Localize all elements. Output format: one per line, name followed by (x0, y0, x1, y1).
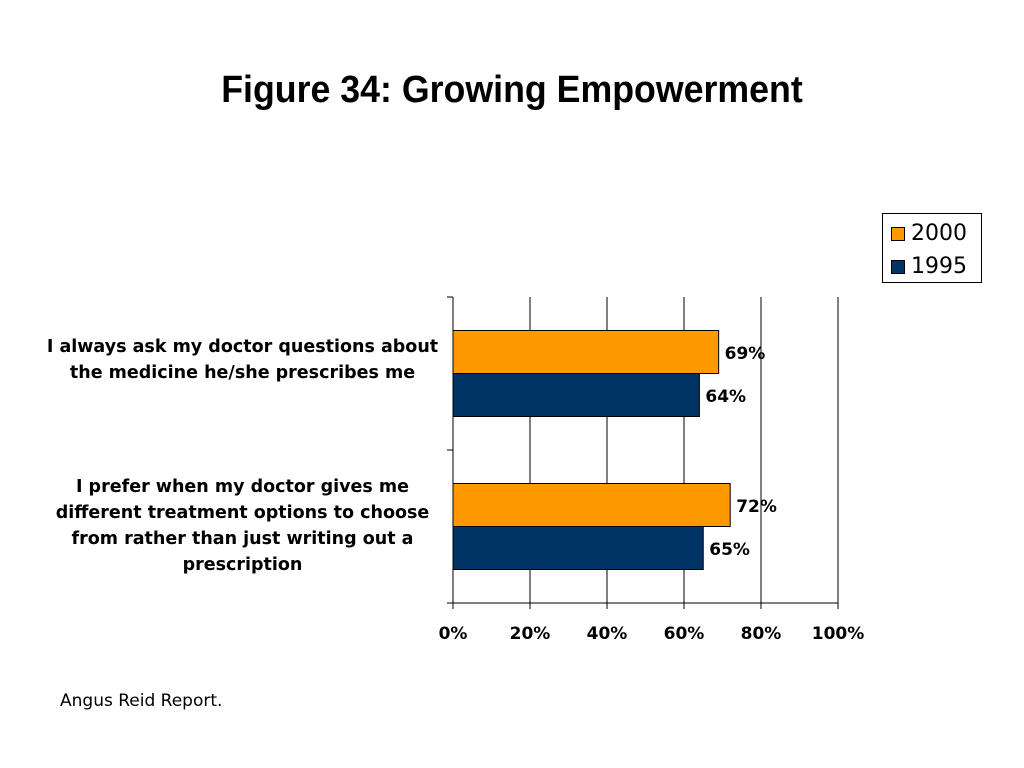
data-label-1995-0: 64% (705, 387, 746, 407)
data-label-2000-1: 72% (736, 497, 777, 517)
source-note: Angus Reid Report. (60, 691, 223, 711)
page-title: Figure 34: Growing Empowerment (221, 69, 803, 111)
legend-label-2000: 2000 (911, 221, 967, 246)
data-label-2000-0: 69% (725, 344, 766, 364)
category-label-ask-questions: I always ask my doctor questions about t… (46, 337, 439, 383)
x-tick-label: 0% (439, 624, 468, 644)
chart-legend: 2000 1995 (882, 213, 982, 283)
bar-2000-1 (452, 483, 731, 527)
x-tick-label: 60% (664, 624, 705, 644)
x-tick-label: 20% (510, 624, 551, 644)
bar-2000-0 (452, 330, 720, 374)
category-label-treatment-options: I prefer when my doctor gives me differe… (55, 477, 430, 575)
data-label-1995-1: 65% (709, 540, 750, 560)
x-tick-label: 100% (812, 624, 865, 644)
bar-1995-0 (452, 373, 700, 417)
x-tick-label: 40% (587, 624, 628, 644)
legend-item-2000: 2000 (891, 219, 967, 249)
legend-label-1995: 1995 (911, 254, 967, 279)
legend-swatch-2000 (891, 227, 905, 241)
legend-item-1995: 1995 (891, 252, 967, 282)
x-tick-label: 80% (741, 624, 782, 644)
bar-1995-1 (452, 526, 704, 570)
legend-swatch-1995 (891, 260, 905, 274)
